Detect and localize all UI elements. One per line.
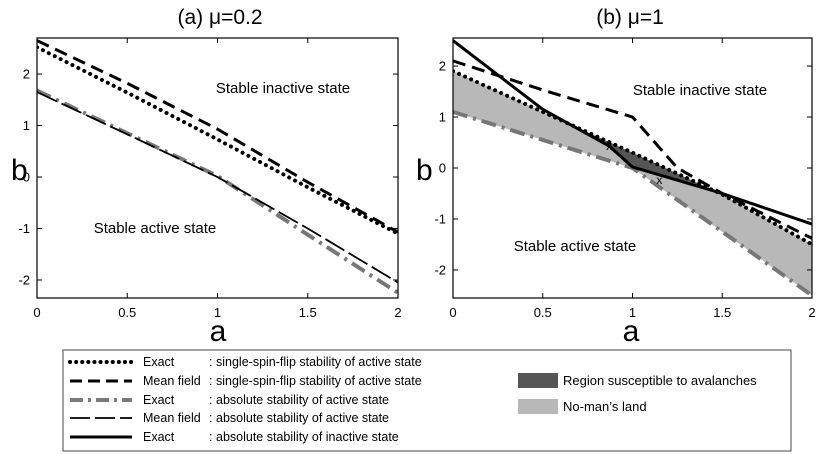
y-tick-label: -2 — [18, 272, 30, 287]
legend-sep-4: : — [209, 411, 212, 425]
legend-sep-1: : — [209, 355, 212, 369]
legend-desc-5: absolute stability of inactive state — [216, 430, 399, 444]
panel-b-title: (b) μ=1 — [596, 6, 664, 29]
panel-a-axes: 0 0.5 1 1.5 2 -2 -1 0 1 2 — [18, 38, 402, 320]
x-tick-label: 1.5 — [713, 305, 731, 320]
panel-b-label-inactive: Stable inactive state — [633, 82, 767, 99]
series-b-dotted — [453, 69, 812, 247]
panel-a-frame — [36, 37, 399, 299]
series-a-dashed — [37, 39, 398, 234]
legend-desc-1: single-spin-flip stability of active sta… — [216, 355, 422, 369]
series-b-dashed — [453, 59, 812, 240]
y-tick-label: 2 — [23, 67, 30, 82]
panel-b-ylabel: b — [416, 154, 433, 187]
x-tick-label: 2 — [394, 305, 401, 320]
legend-swatch-avalanche — [518, 373, 558, 388]
y-tick-label: -1 — [18, 221, 30, 236]
legend-method-5: Exact — [143, 430, 175, 444]
panel-b-plot-area: xx — [453, 39, 812, 298]
x-tick-label: 0.5 — [534, 305, 552, 320]
x-tick-label: 2 — [808, 305, 815, 320]
y-tick-label: 0 — [439, 161, 446, 176]
intersection-marker: x — [606, 139, 612, 153]
panel-b-label-active: Stable active state — [514, 238, 637, 255]
panel-a-label-active: Stable active state — [94, 220, 217, 237]
series-a-dotted — [37, 45, 398, 236]
y-tick-label: 1 — [439, 110, 446, 125]
panel-b-xlabel: a — [623, 315, 640, 348]
panel-a-label-inactive: Stable inactive state — [216, 80, 350, 97]
series-b-solid — [453, 39, 812, 226]
avalanche-region — [569, 124, 714, 191]
x-tick-label: 1 — [214, 305, 221, 320]
series-a-longdash — [37, 91, 398, 284]
legend-desc-4: absolute stability of active state — [216, 411, 389, 425]
y-tick-label: 0 — [23, 170, 30, 185]
legend-method-4: Mean field — [143, 411, 201, 425]
x-tick-label: 1 — [629, 305, 636, 320]
legend-swatch-no-mans-land — [518, 399, 558, 414]
panel-a-ylabel: b — [11, 154, 28, 187]
y-tick-label: 2 — [439, 59, 446, 74]
legend-desc-3: absolute stability of active state — [216, 393, 389, 407]
x-tick-label: 0.5 — [118, 305, 136, 320]
series-a-dashdot-gray — [37, 88, 398, 295]
panel-a-title: (a) μ=0.2 — [177, 6, 262, 29]
legend-sep-5: : — [209, 430, 212, 444]
y-tick-label: -1 — [434, 211, 446, 226]
legend-sep-2: : — [209, 374, 212, 388]
series-b-dashdot-gray — [453, 110, 812, 298]
y-tick-label: -2 — [434, 262, 446, 277]
y-tick-label: 1 — [23, 118, 30, 133]
panel-a-xlabel: a — [210, 315, 227, 348]
panel-b-axes: 0 0.5 1 1.5 2 -2 -1 0 1 2 — [434, 38, 816, 320]
x-tick-label: 1.5 — [299, 305, 317, 320]
legend: Exact Mean field Exact Mean field Exact … — [62, 349, 792, 452]
legend-desc-2: single-spin-flip stability of active sta… — [216, 374, 422, 388]
legend-method-1: Exact — [143, 355, 175, 369]
intersection-marker: x — [656, 173, 662, 187]
legend-region-no-mans-land: No-man’s land — [563, 399, 647, 414]
panel-a: (a) μ=0.2 0 0.5 1 1.5 2 -2 -1 0 1 2 Stable inacti… — [11, 6, 402, 348]
panel-a-plot-area — [37, 39, 398, 295]
no-mans-land-region — [453, 71, 812, 296]
legend-method-2: Mean field — [143, 374, 201, 388]
legend-box — [62, 349, 792, 452]
legend-region-avalanche: Region susceptible to avalanches — [563, 373, 757, 388]
legend-sep-3: : — [209, 393, 212, 407]
legend-method-3: Exact — [143, 393, 175, 407]
x-tick-label: 0 — [33, 305, 40, 320]
x-tick-label: 0 — [449, 305, 456, 320]
